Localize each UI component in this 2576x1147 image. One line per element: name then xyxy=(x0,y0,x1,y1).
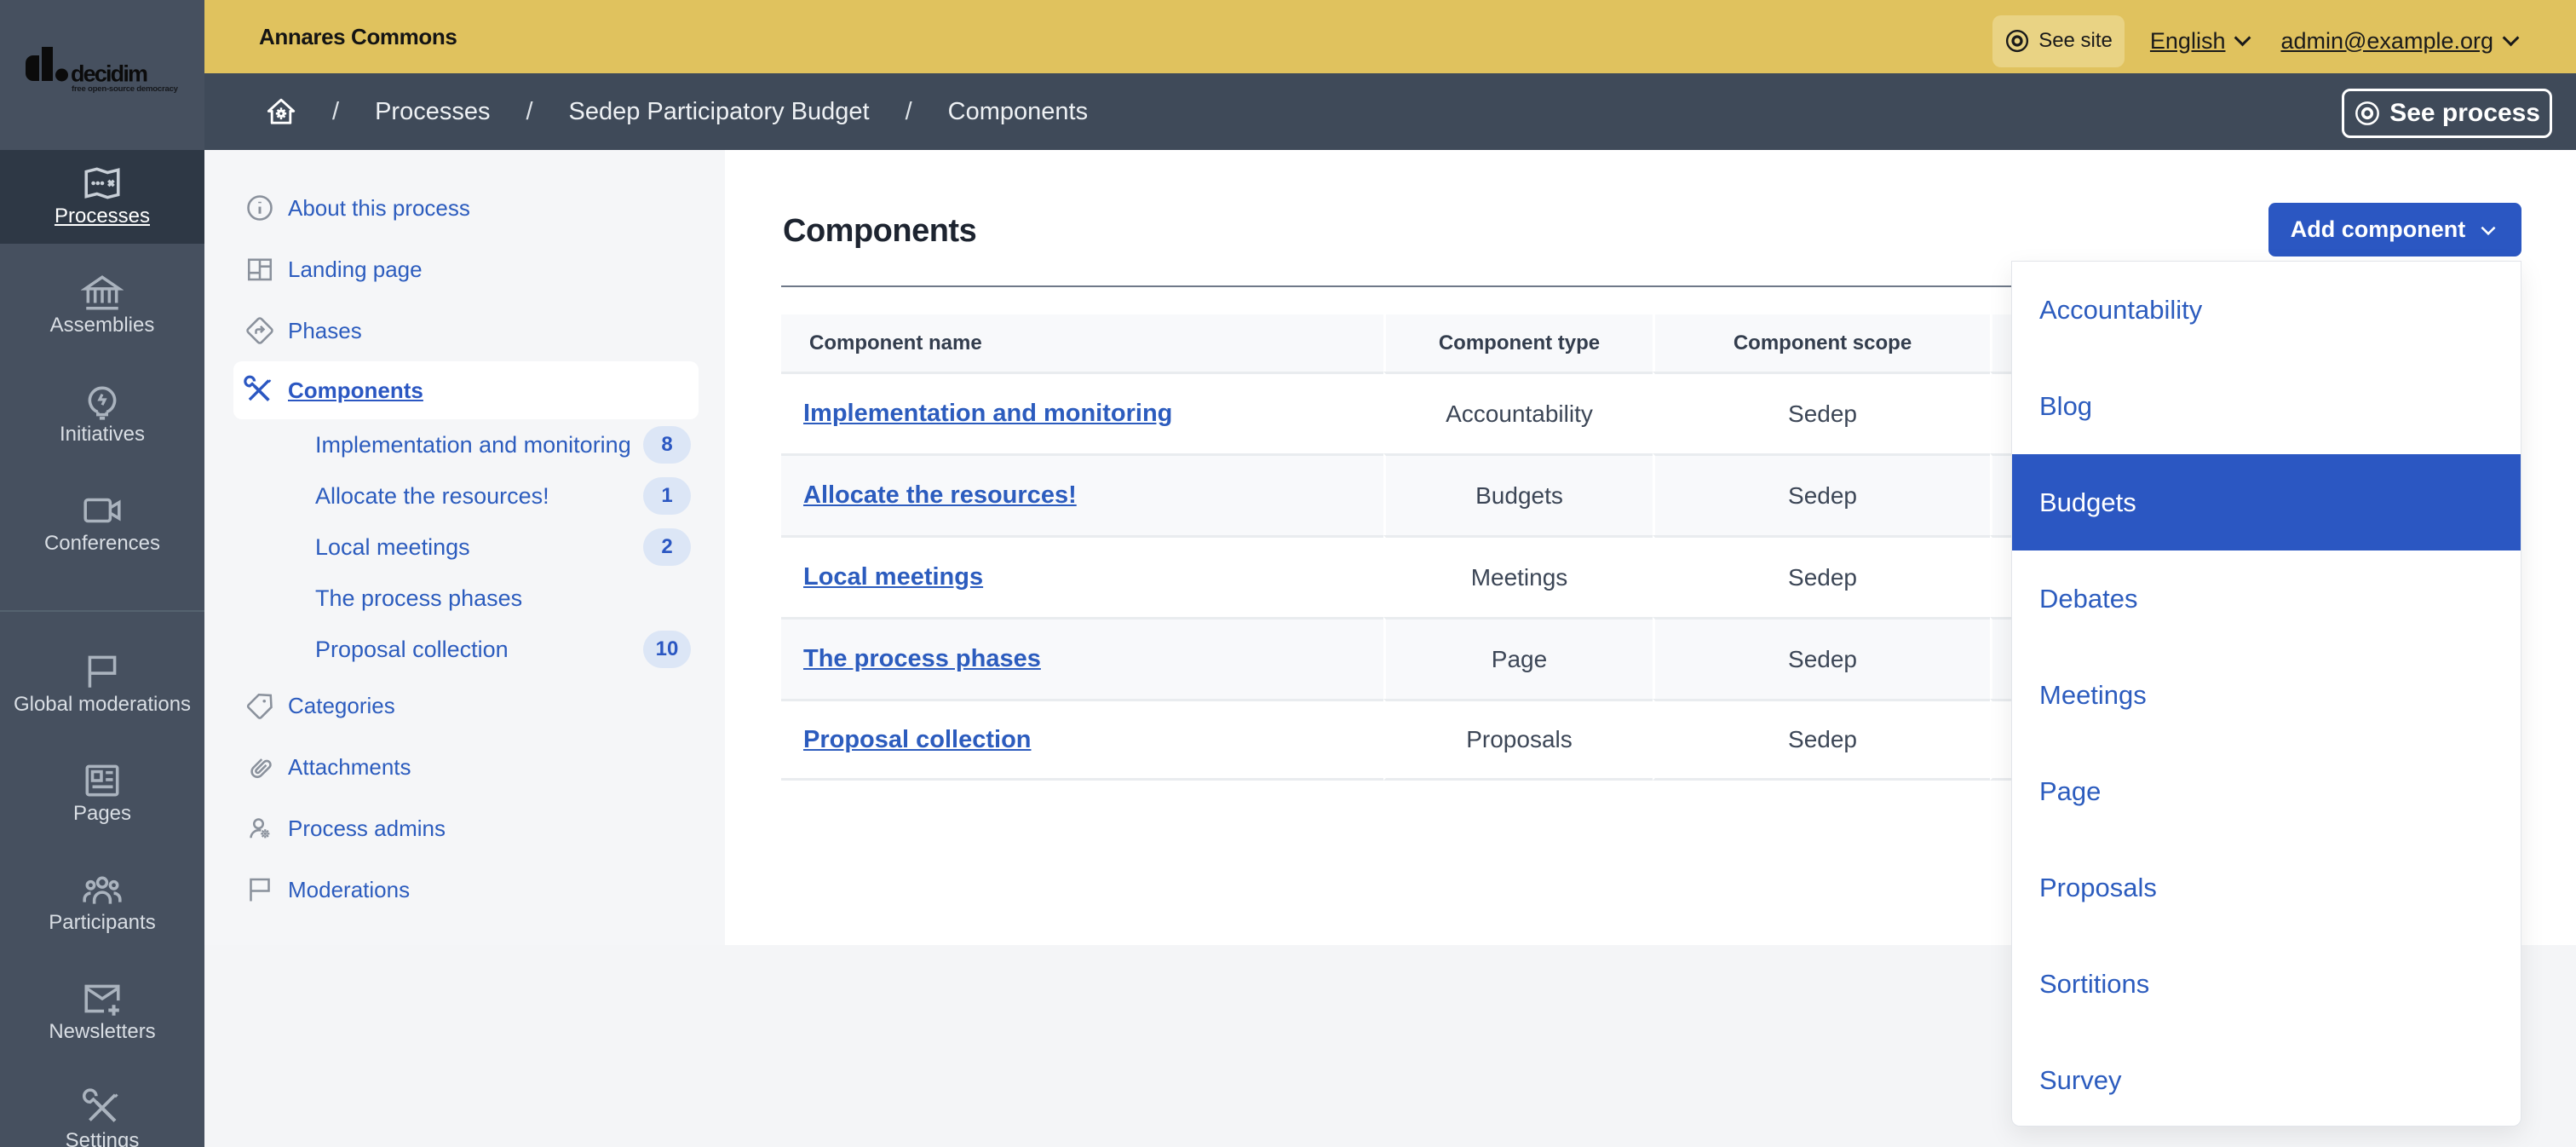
svg-text:decidim: decidim xyxy=(71,61,148,87)
svg-text:free open-source democracy: free open-source democracy xyxy=(72,84,179,94)
